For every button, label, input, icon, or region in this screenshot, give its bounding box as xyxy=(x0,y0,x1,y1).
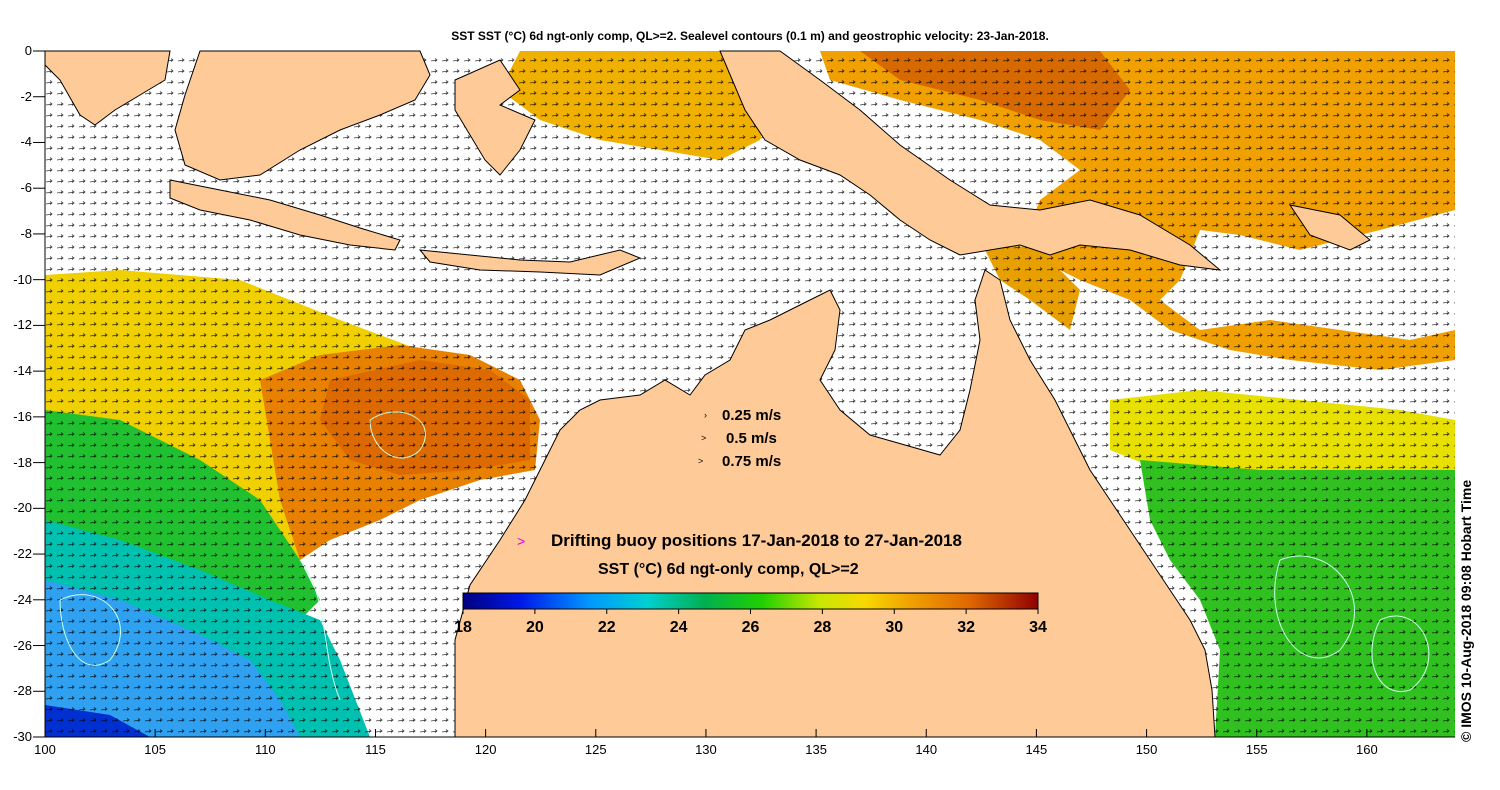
colorbar-tick-label: 20 xyxy=(525,619,544,636)
x-tick-label: 105 xyxy=(144,742,166,757)
colorbar-tick-label: 22 xyxy=(597,619,616,636)
y-tick-label: -16 xyxy=(13,408,32,424)
x-tick-label: 100 xyxy=(34,742,56,757)
colorbar-tick-label: 30 xyxy=(885,619,904,636)
colorbar xyxy=(462,592,1039,610)
colorbar-tick-label: 34 xyxy=(1029,619,1047,636)
colorbar-tick-label: 32 xyxy=(957,619,976,636)
colorbar-ticks xyxy=(462,609,1039,614)
buoy-legend-glyph: > xyxy=(517,533,526,549)
sulawesi-land xyxy=(454,59,536,176)
colorbar-title: SST (°C) 6d ngt-only comp, QL>=2 xyxy=(598,561,859,578)
sealevel-contours xyxy=(59,411,1430,701)
new-guinea-land xyxy=(719,50,1222,271)
x-tick-label: 145 xyxy=(1025,742,1048,757)
velocity-legend-glyph-2: > xyxy=(701,433,707,443)
velocity-legend-glyph-3: > xyxy=(698,456,704,466)
imos-credit: © IMOS 10-Aug-2018 09:08 Hobart Time xyxy=(1458,479,1474,742)
map-title: SST SST (°C) 6d ngt-only comp, QL>=2. Se… xyxy=(451,29,1049,43)
velocity-legend-label-3: 0.75 m/s xyxy=(722,453,782,470)
land xyxy=(44,50,1371,738)
y-tick-label: -10 xyxy=(13,271,32,287)
y-tick-label: -30 xyxy=(13,729,32,744)
colorbar-tick-label: 26 xyxy=(741,619,760,636)
velocity-legend-label-1: 0.25 m/s xyxy=(722,407,782,424)
y-tick-label: -26 xyxy=(13,637,32,653)
x-tick-label: 115 xyxy=(365,742,386,757)
lesser-sunda-land xyxy=(418,249,642,276)
y-tick-label: -24 xyxy=(13,591,32,607)
australia-land xyxy=(454,269,1216,738)
y-tick-label: -18 xyxy=(13,454,32,470)
velocity-legend-label-2: 0.5 m/s xyxy=(726,430,777,447)
x-tick-label: 150 xyxy=(1135,742,1158,757)
x-tick-label: 130 xyxy=(695,742,717,757)
x-tick-label: 135 xyxy=(805,742,827,757)
new-britain-land xyxy=(1288,204,1371,251)
y-tick-label: -22 xyxy=(13,546,32,562)
y-tick-label: -4 xyxy=(20,134,32,150)
colorbar-tick-label: 18 xyxy=(454,619,472,636)
y-tick-label: -2 xyxy=(20,88,32,104)
x-tick-label: 140 xyxy=(915,742,938,757)
x-tick-label: 155 xyxy=(1245,742,1268,757)
y-tick-label: -28 xyxy=(13,683,32,699)
buoy-legend-label: Drifting buoy positions 17-Jan-2018 to 2… xyxy=(551,531,962,550)
axis-frame xyxy=(44,51,1455,738)
y-tick-label: -8 xyxy=(20,225,32,241)
java-land xyxy=(169,179,401,251)
x-tick-label: 160 xyxy=(1356,742,1378,757)
y-tick-label: -20 xyxy=(13,500,32,516)
borneo-land xyxy=(174,50,431,181)
velocity-legend-glyph-1: › xyxy=(704,410,707,420)
x-tick-label: 125 xyxy=(584,742,607,757)
y-ticks xyxy=(33,50,45,738)
x-tick-label: 120 xyxy=(474,742,497,757)
y-tick-label: -6 xyxy=(20,180,32,196)
sumatra-land xyxy=(44,50,171,126)
y-tick-label: 0 xyxy=(24,43,32,58)
colorbar-tick-label: 28 xyxy=(813,619,832,636)
colorbar-tick-label: 24 xyxy=(669,619,688,636)
x-tick-label: 110 xyxy=(254,742,276,757)
x-ticks xyxy=(44,729,1368,737)
y-tick-label: -12 xyxy=(13,317,32,333)
y-tick-label: -14 xyxy=(13,363,32,379)
